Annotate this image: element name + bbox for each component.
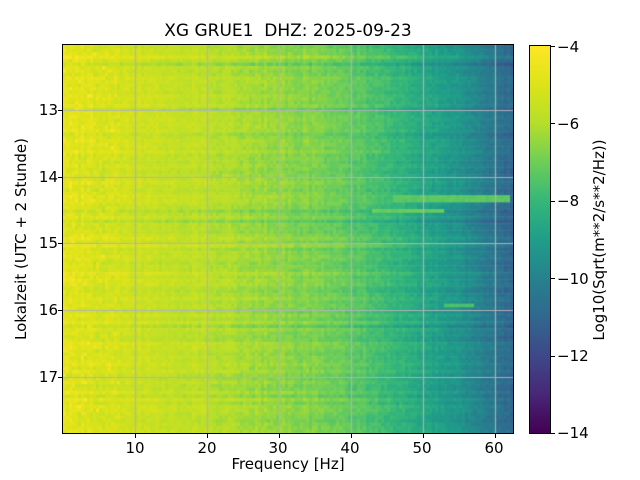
colorbar-tick-label: −6 [557, 115, 580, 133]
x-tick-label: 30 [268, 439, 288, 457]
colorbar-tick-mark [551, 201, 555, 202]
y-tick-mark [58, 243, 62, 244]
colorbar-label: Log10(Sqrt(m**2/s**2/Hz)) [590, 139, 608, 341]
figure-title: XG GRUE1 DHZ: 2025-09-23 [164, 21, 412, 41]
x-tick-mark [495, 434, 496, 438]
y-tick-label: 15 [38, 234, 58, 252]
x-tick-label: 40 [340, 439, 360, 457]
colorbar-tick-mark [551, 123, 555, 124]
x-tick-mark [135, 434, 136, 438]
colorbar-gradient [530, 46, 550, 433]
y-axis-label: Lokalzeit (UTC + 2 Stunde) [12, 138, 30, 340]
x-tick-mark [351, 434, 352, 438]
colorbar-tick-mark [551, 433, 555, 434]
x-tick-mark [423, 434, 424, 438]
colorbar-tick-mark [551, 46, 555, 47]
y-tick-label: 16 [38, 301, 58, 319]
y-tick-mark [58, 177, 62, 178]
colorbar-tick-label: −8 [557, 192, 580, 210]
x-tick-label: 10 [125, 439, 145, 457]
colorbar-tick-label: −14 [557, 424, 589, 442]
x-tick-mark [207, 434, 208, 438]
y-tick-mark [58, 377, 62, 378]
spectrogram-heatmap [63, 45, 513, 433]
y-tick-mark [58, 310, 62, 311]
x-axis-label: Frequency [Hz] [231, 455, 345, 473]
x-tick-mark [279, 434, 280, 438]
colorbar-tick-label: −12 [557, 347, 589, 365]
colorbar-tick-label: −4 [557, 38, 580, 56]
y-tick-mark [58, 110, 62, 111]
colorbar-tick-mark [551, 278, 555, 279]
y-tick-label: 17 [38, 368, 58, 386]
x-tick-label: 20 [197, 439, 217, 457]
x-tick-label: 50 [412, 439, 432, 457]
colorbar-tick-label: −10 [557, 270, 589, 288]
y-tick-label: 13 [38, 101, 58, 119]
plot-area [62, 44, 514, 434]
colorbar [529, 45, 551, 434]
y-tick-label: 14 [38, 168, 58, 186]
colorbar-tick-mark [551, 356, 555, 357]
x-tick-label: 60 [484, 439, 504, 457]
